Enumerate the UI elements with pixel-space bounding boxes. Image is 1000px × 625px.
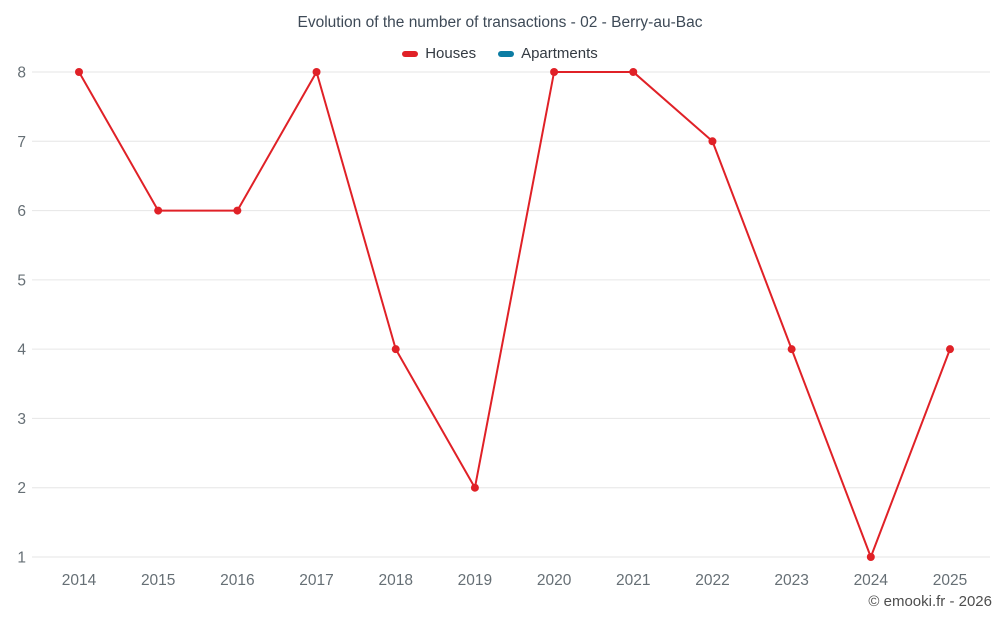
y-axis-label: 4 [17, 342, 26, 359]
data-point-houses-2020[interactable] [550, 68, 559, 76]
data-point-houses-2018[interactable] [391, 345, 400, 354]
legend-label: Houses [425, 45, 477, 62]
x-axis-label: 2023 [774, 572, 808, 589]
data-point-houses-2021[interactable] [629, 68, 638, 76]
series-line-houses [78, 71, 951, 558]
x-axis-label: 2014 [62, 572, 97, 589]
x-axis-label: 2019 [458, 572, 492, 589]
data-point-houses-2015[interactable] [154, 206, 163, 215]
apartments-legend-marker [498, 50, 515, 57]
chart-legend: Houses Apartments [0, 45, 1000, 62]
data-point-houses-2017[interactable] [312, 68, 321, 76]
y-axis-label: 3 [17, 411, 26, 428]
x-axis-label: 2018 [378, 572, 412, 589]
x-axis-label: 2016 [220, 572, 254, 589]
y-axis-label: 5 [17, 272, 26, 289]
x-axis-label: 2020 [537, 572, 572, 589]
x-axis-label: 2022 [695, 572, 729, 589]
data-point-houses-2014[interactable] [75, 68, 83, 76]
credit-text: © emooki.fr - 2026 [868, 593, 992, 610]
chart-title: Evolution of the number of transactions … [297, 14, 703, 31]
data-point-houses-2019[interactable] [470, 483, 479, 492]
x-axis-label: 2021 [616, 572, 650, 589]
data-point-houses-2022[interactable] [708, 137, 717, 146]
x-axis-label: 2025 [933, 572, 967, 589]
x-axis-label: 2017 [299, 572, 333, 589]
y-axis-label: 7 [17, 134, 26, 151]
y-axis-label: 8 [17, 65, 26, 82]
legend-item-apartments[interactable]: Apartments [498, 45, 598, 62]
x-axis-label: 2024 [854, 572, 889, 589]
legend-label: Apartments [521, 45, 598, 62]
houses-legend-marker [402, 50, 419, 57]
y-axis-label: 1 [17, 550, 26, 567]
data-point-houses-2016[interactable] [233, 206, 242, 215]
y-axis-label: 2 [17, 480, 26, 497]
x-axis-label: 2015 [141, 572, 175, 589]
legend-item-houses[interactable]: Houses [402, 45, 476, 62]
data-point-houses-2025[interactable] [946, 345, 954, 354]
y-axis-label: 6 [17, 203, 26, 220]
data-point-houses-2024[interactable] [866, 553, 875, 561]
data-point-houses-2023[interactable] [787, 345, 796, 354]
